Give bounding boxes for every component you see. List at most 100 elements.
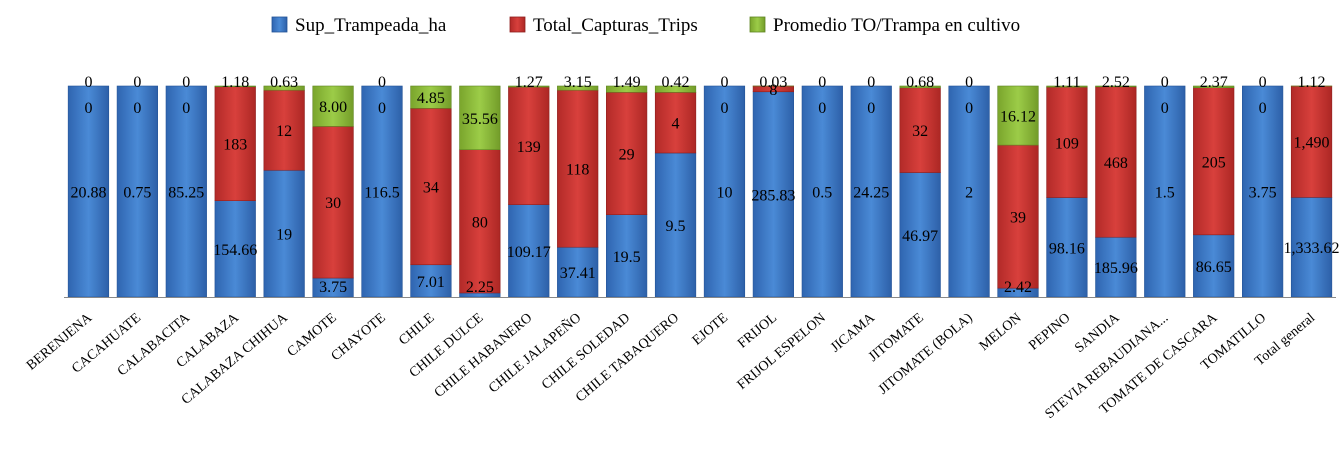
value-label-5-1: 30 [325, 195, 341, 212]
value-label-11-0: 19.5 [613, 249, 641, 266]
legend-swatch-0 [271, 16, 288, 33]
value-label-1-2: 0 [133, 74, 141, 91]
value-label-6-2: 0 [378, 74, 386, 91]
value-label-22-0: 1.5 [1155, 185, 1175, 202]
bar-segment-7-1 [410, 108, 452, 266]
value-label-5-2: 8.00 [319, 99, 347, 116]
value-label-24-1: 0 [1259, 100, 1267, 117]
value-label-22-2: 0 [1161, 74, 1169, 91]
value-label-21-0: 185.96 [1094, 260, 1138, 277]
bar-segment-8-2 [459, 85, 501, 150]
bar-segment-14-0 [752, 91, 794, 298]
value-label-14-1: 8 [769, 82, 777, 99]
bar-segment-21-1 [1095, 86, 1137, 238]
value-label-25-0: 1,333.62 [1284, 240, 1340, 257]
legend-label-0: Sup_Trampeada_ha [295, 15, 447, 36]
value-label-11-2: 1.49 [613, 74, 641, 91]
bar-segment-17-2 [899, 85, 941, 89]
legend-swatch-2 [749, 16, 766, 33]
value-label-4-1: 12 [276, 123, 292, 140]
bar-segment-12-1 [654, 92, 697, 154]
value-label-21-1: 468 [1104, 155, 1128, 172]
legend-swatch-1 [509, 16, 526, 33]
value-label-20-2: 1.11 [1053, 74, 1080, 91]
bar-segment-3-0 [214, 200, 256, 298]
value-label-19-0: 2.42 [1004, 279, 1032, 296]
value-label-18-1: 0 [965, 100, 973, 117]
bar-segment-6-0 [361, 85, 403, 298]
legend: Sup_Trampeada_ha Total_Capturas_Trips Prom… [271, 15, 1020, 36]
value-label-3-0: 154.66 [213, 242, 257, 259]
bars-group [67, 85, 1333, 298]
value-label-11-1: 29 [619, 146, 635, 163]
value-label-19-1: 39 [1010, 210, 1026, 227]
value-label-12-1: 4 [672, 116, 680, 133]
category-label-11: CHILE SOLEDAD [539, 311, 633, 393]
value-label-7-0: 7.01 [417, 274, 445, 291]
value-label-17-2: 0.68 [906, 74, 934, 91]
value-label-6-1: 0 [378, 100, 386, 117]
value-label-25-1: 1,490 [1294, 135, 1330, 152]
bar-segment-10-0 [557, 246, 599, 298]
category-labels-group: BERENJENACACAHUATECALABACITACALABAZACALA… [24, 310, 1318, 422]
value-label-16-1: 0 [867, 100, 875, 117]
value-label-10-0: 37.41 [560, 265, 596, 282]
bar-segment-23-2 [1193, 85, 1235, 89]
value-label-13-0: 10 [716, 185, 732, 202]
bar-segment-19-2 [997, 85, 1039, 146]
bar-segment-5-1 [312, 126, 354, 279]
bar-segment-17-1 [899, 87, 941, 173]
bar-segment-18-0 [948, 85, 990, 298]
value-label-16-0: 24.25 [853, 185, 889, 202]
category-label-20: PEPINO [1026, 311, 1073, 354]
category-label-6: CHAYOTE [329, 311, 389, 365]
value-label-0-1: 0 [84, 100, 92, 117]
value-label-5-0: 3.75 [319, 279, 347, 296]
bar-segment-9-1 [508, 86, 550, 205]
bar-segment-11-1 [606, 91, 648, 215]
category-label-15: FRIJOL ESPELON [735, 311, 829, 393]
value-label-18-2: 0 [965, 74, 973, 91]
bar-segment-3-1 [214, 86, 256, 201]
value-labels-group: 20.88 0 0 0.75 0 0 85.25 0 0 154.66 183 1.18 19 12 0.6… [70, 74, 1339, 296]
bar-segment-7-2 [410, 85, 452, 109]
category-label-7: CHILE [396, 311, 437, 349]
value-label-21-2: 2.52 [1102, 74, 1130, 91]
bar-segment-11-0 [606, 214, 648, 298]
value-label-24-0: 3.75 [1249, 185, 1277, 202]
value-label-6-0: 116.5 [364, 185, 399, 202]
bar-segment-7-0 [410, 264, 452, 298]
bar-segment-19-1 [997, 144, 1039, 289]
value-label-10-1: 118 [566, 162, 589, 179]
bar-segment-24-0 [1242, 85, 1284, 298]
category-label-18: JITOMATE (BOLA) [876, 310, 976, 397]
bar-segment-10-2 [557, 85, 599, 91]
value-label-20-0: 98.16 [1049, 240, 1085, 257]
value-label-12-2: 0.42 [662, 74, 690, 91]
value-label-15-0: 0.5 [812, 185, 832, 202]
value-label-14-2: 0.03 [759, 74, 787, 91]
bar-segment-9-0 [508, 204, 550, 298]
bar-segment-4-1 [263, 89, 305, 171]
category-label-13: EJOTE [690, 311, 731, 349]
bar-segment-21-2 [1095, 85, 1137, 88]
bar-segment-25-0 [1290, 197, 1333, 298]
value-label-18-0: 2 [965, 185, 973, 202]
bar-segment-12-0 [654, 152, 697, 298]
bar-segment-4-0 [263, 169, 305, 298]
value-label-8-2: 35.56 [462, 111, 498, 128]
value-label-22-1: 0 [1161, 100, 1169, 117]
category-label-14: FRIJOL [735, 311, 780, 352]
bar-segment-22-0 [1144, 85, 1186, 298]
value-label-13-1: 0 [720, 100, 728, 117]
value-label-9-2: 1.27 [515, 74, 543, 91]
bar-segment-16-0 [850, 85, 892, 298]
bar-segment-20-1 [1046, 86, 1088, 198]
value-label-4-2: 0.63 [270, 74, 298, 91]
value-label-13-2: 0 [720, 74, 728, 91]
value-label-8-0: 2.25 [466, 279, 494, 296]
bar-segment-9-2 [508, 85, 550, 88]
bar-segment-12-2 [654, 85, 697, 93]
